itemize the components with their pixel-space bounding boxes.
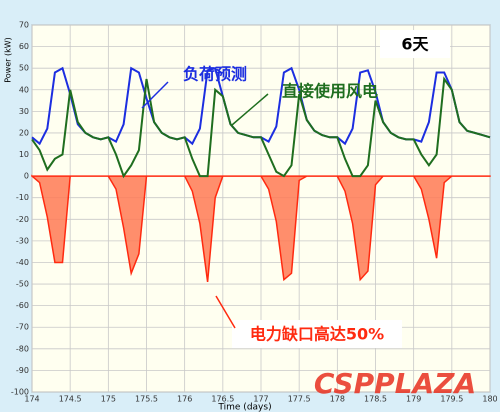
x-tick-label: 178.5 — [364, 395, 387, 404]
x-tick-label: 177.5 — [288, 395, 311, 404]
x-tick-label: 174 — [24, 395, 39, 404]
x-tick-label: 180 — [482, 395, 497, 404]
annotation-box — [232, 320, 402, 348]
y-tick-label: 20 — [19, 128, 29, 137]
annotation-arrow — [231, 93, 269, 126]
y-tick-label: -100 — [11, 388, 29, 397]
x-tick-label: 176 — [177, 395, 192, 404]
marks — [31, 66, 491, 282]
y-tick-label: 50 — [19, 64, 29, 73]
area — [31, 174, 491, 282]
y-tick-label: -40 — [16, 258, 29, 267]
y-tick-label: 40 — [19, 85, 29, 94]
grid — [31, 24, 491, 393]
x-tick-label: 178 — [330, 395, 345, 404]
y-tick-label: -60 — [16, 301, 29, 310]
annotation-arrow — [141, 81, 169, 109]
y-tick-label: -80 — [16, 344, 29, 353]
annotation: 负荷预测 — [183, 65, 247, 84]
annotation: 6天 — [401, 35, 429, 54]
y-tick-label: -10 — [16, 193, 29, 202]
y-tick-label: 30 — [19, 107, 29, 116]
x-tick-label: 176.5 — [211, 395, 234, 404]
y-tick-label: -90 — [16, 366, 29, 375]
y-tick-label: -70 — [16, 323, 29, 332]
x-tick-label: 179 — [406, 395, 421, 404]
annotation-box — [380, 30, 450, 58]
x-tick-label: 177 — [253, 395, 268, 404]
y-tick-label: -50 — [16, 280, 29, 289]
y-tick-label: -30 — [16, 236, 29, 245]
y-tick-label: 10 — [19, 150, 29, 159]
y-tick-label: 70 — [19, 21, 29, 30]
x-tick-label: 175.5 — [135, 395, 158, 404]
watermark: CSPPLAZA — [314, 367, 476, 400]
y-tick-label: -20 — [16, 215, 29, 224]
line — [31, 76, 491, 179]
x-tick-label: 174.5 — [59, 395, 82, 404]
y-axis-label: Power (kW) — [4, 37, 13, 83]
x-axis-label: Time (days) — [217, 403, 271, 412]
x-tick-label: 175 — [101, 395, 116, 404]
x-tick-label: 179.5 — [440, 395, 463, 404]
annotation: 直接使用风电 — [282, 82, 378, 101]
annotation: 电力缺口高达50% — [250, 325, 384, 344]
annotation-arrow — [215, 295, 236, 329]
y-tick-label: 60 — [19, 42, 29, 51]
y-tick-label: 0 — [24, 172, 29, 181]
